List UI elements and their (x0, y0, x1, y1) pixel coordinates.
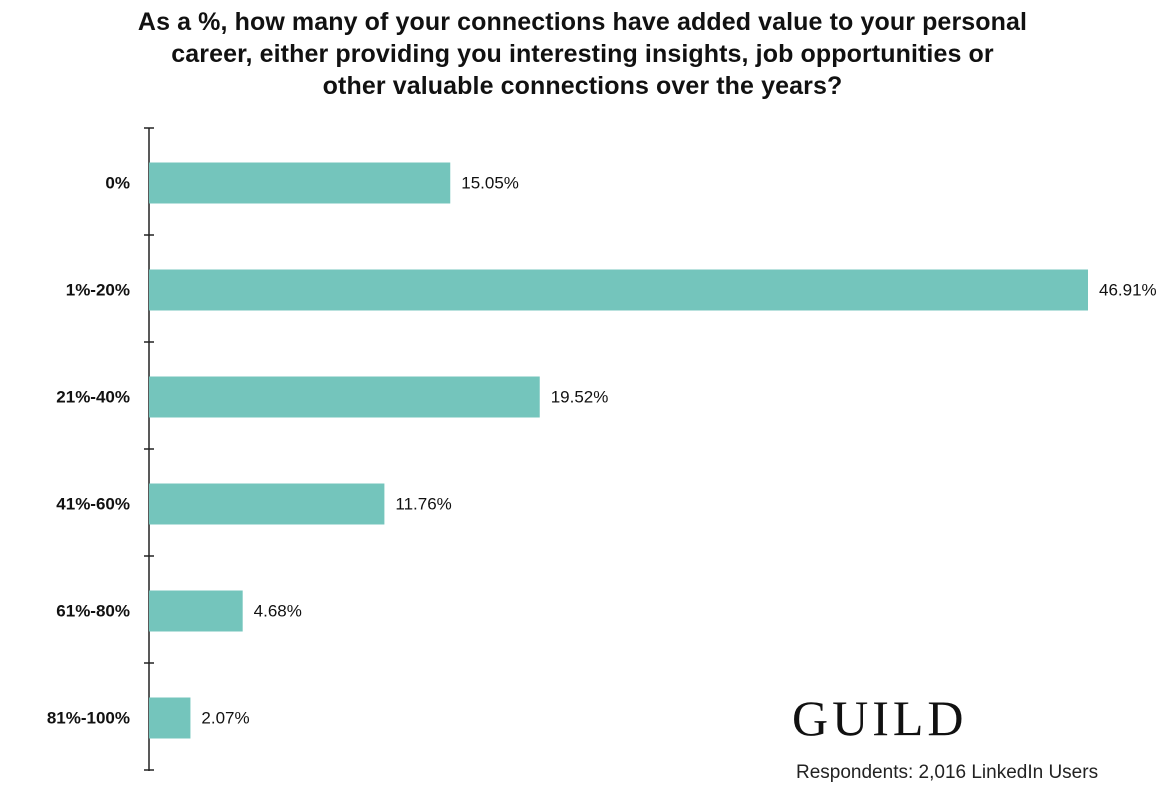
bar (149, 590, 243, 632)
bar (149, 697, 191, 739)
category-label: 81%-100% (47, 709, 130, 728)
value-label: 4.68% (254, 602, 302, 621)
chart-title-line-3: other valuable connections over the year… (322, 72, 843, 100)
chart-title: As a %, how many of your connections hav… (40, 6, 1125, 102)
value-label: 2.07% (201, 709, 249, 728)
category-label: 21%-40% (56, 388, 130, 407)
chart-title-line-1: As a %, how many of your connections hav… (137, 8, 1028, 36)
category-label: 0% (105, 174, 130, 193)
chart-title-line-2: career, either providing you interesting… (171, 40, 994, 68)
value-label: 15.05% (461, 174, 519, 193)
bar (149, 483, 385, 525)
guild-logo: GUILD (792, 690, 968, 746)
respondents-note: Respondents: 2,016 LinkedIn Users (796, 762, 1099, 783)
value-label: 46.91% (1099, 281, 1157, 300)
category-label: 41%-60% (56, 495, 130, 514)
category-label: 61%-80% (56, 602, 130, 621)
bar (149, 162, 451, 204)
value-label: 11.76% (395, 495, 451, 514)
bar (149, 376, 540, 418)
bar (149, 269, 1088, 311)
value-label: 19.52% (551, 388, 609, 407)
category-label: 1%-20% (66, 281, 130, 300)
